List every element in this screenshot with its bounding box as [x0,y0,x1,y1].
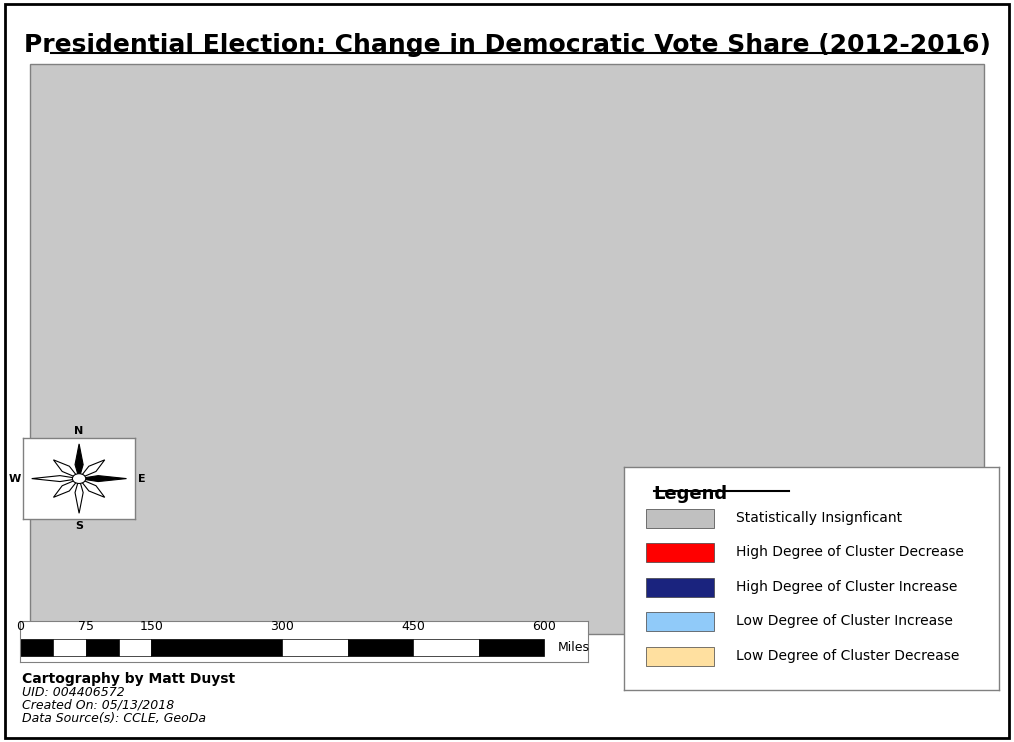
FancyBboxPatch shape [646,577,714,597]
Text: Low Degree of Cluster Increase: Low Degree of Cluster Increase [736,614,953,628]
Bar [20,640,53,656]
Text: High Degree of Cluster Decrease: High Degree of Cluster Decrease [736,545,964,559]
Bar [86,640,119,656]
Text: Data Source(s): CCLE, GeoDa: Data Source(s): CCLE, GeoDa [22,712,206,725]
FancyBboxPatch shape [30,64,984,634]
Text: 600: 600 [532,620,557,633]
Text: E: E [138,473,145,484]
Bar [282,640,348,656]
Text: 75: 75 [78,620,94,633]
Text: High Degree of Cluster Increase: High Degree of Cluster Increase [736,580,957,594]
FancyBboxPatch shape [646,509,714,528]
Point [783,487,795,496]
Bar [53,640,86,656]
Text: W: W [8,473,20,484]
Text: 450: 450 [402,620,425,633]
Polygon shape [31,476,79,482]
Circle shape [72,473,86,484]
Text: N: N [74,426,84,436]
Bar [119,640,151,656]
Point [648,487,660,496]
Polygon shape [54,479,79,497]
Text: Presidential Election: Change in Democratic Vote Share (2012-2016): Presidential Election: Change in Democra… [23,33,991,57]
Polygon shape [79,479,104,497]
FancyBboxPatch shape [646,612,714,631]
Text: S: S [75,522,83,531]
Polygon shape [79,460,104,479]
Bar [348,640,414,656]
Polygon shape [75,479,83,513]
Text: Cartography by Matt Duyst: Cartography by Matt Duyst [22,672,235,686]
Bar [414,640,479,656]
Text: Statistically Insignficant: Statistically Insignficant [736,510,902,525]
Text: 0: 0 [16,620,24,633]
Polygon shape [79,476,127,482]
Text: 300: 300 [271,620,294,633]
Text: Low Degree of Cluster Decrease: Low Degree of Cluster Decrease [736,649,959,663]
Text: Created On: 05/13/2018: Created On: 05/13/2018 [22,699,174,712]
Text: 150: 150 [139,620,163,633]
Polygon shape [75,444,83,479]
Text: UID: 004406572: UID: 004406572 [22,686,125,700]
Bar [151,640,282,656]
FancyBboxPatch shape [646,543,714,562]
Polygon shape [54,460,79,479]
Text: Miles: Miles [558,641,589,654]
Text: Legend: Legend [654,485,728,503]
FancyBboxPatch shape [646,646,714,666]
Bar [479,640,545,656]
